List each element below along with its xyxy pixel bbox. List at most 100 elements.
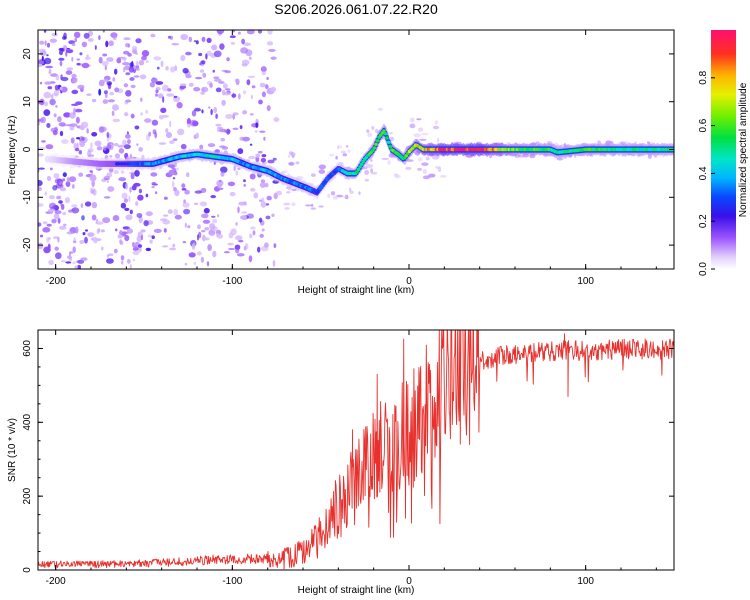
spectrogram-noise-speckle bbox=[265, 203, 270, 206]
spectrogram-noise-speckle bbox=[141, 50, 150, 57]
spectrogram-noise-speckle bbox=[56, 195, 62, 200]
spectrogram-noise-speckle bbox=[204, 227, 210, 231]
spectrogram-noise-speckle bbox=[149, 81, 156, 88]
spectrogram-noise-speckle bbox=[91, 201, 98, 209]
spectrogram-noise-speckle bbox=[123, 144, 131, 150]
spectrogram-noise-speckle bbox=[129, 264, 132, 269]
spectrogram-noise-speckle bbox=[66, 67, 74, 71]
spectrogram-noise-speckle bbox=[240, 47, 249, 54]
spectrogram-x-label: Height of straight line (km) bbox=[298, 285, 415, 296]
spectrogram-noise-speckle bbox=[252, 230, 256, 236]
spectrogram-ridge-core bbox=[374, 142, 378, 146]
spectrogram-noise-speckle bbox=[332, 195, 339, 200]
spectrogram-ridge-core bbox=[122, 162, 127, 166]
spectrogram-ridge-core bbox=[388, 144, 393, 149]
spectrogram-noise-speckle bbox=[114, 87, 120, 93]
spectrogram-noise-speckle bbox=[147, 234, 153, 238]
spectrogram-noise-speckle bbox=[184, 262, 188, 266]
spectrogram-x-tick-label: -100 bbox=[222, 276, 242, 287]
spectrogram-noise-speckle bbox=[217, 183, 222, 189]
spectrogram-noise-speckle bbox=[138, 60, 145, 66]
spectrogram-noise-speckle bbox=[125, 214, 133, 221]
spectrogram-noise-speckle bbox=[310, 207, 316, 210]
spectrogram-noise-speckle bbox=[345, 145, 349, 148]
spectrogram-noise-speckle bbox=[67, 255, 72, 259]
spectrogram-noise-speckle bbox=[185, 51, 192, 56]
spectrogram-noise-speckle bbox=[39, 81, 43, 85]
spectrogram-noise-speckle bbox=[237, 31, 241, 35]
spectrogram-noise-speckle bbox=[116, 57, 122, 64]
spectrogram-noise-speckle bbox=[102, 217, 111, 224]
spectrogram-noise-speckle bbox=[48, 195, 55, 200]
spectrogram-noise-speckle bbox=[89, 170, 93, 173]
spectrogram-noise-speckle bbox=[227, 181, 236, 187]
spectrogram-noise-speckle bbox=[154, 191, 158, 195]
spectrogram-noise-speckle bbox=[172, 243, 176, 248]
spectrogram-noise-speckle bbox=[43, 57, 52, 65]
spectrogram-noise-speckle bbox=[267, 159, 275, 164]
spectrogram-noise-speckle bbox=[141, 235, 143, 241]
spectrogram-noise-speckle bbox=[39, 40, 45, 45]
spectrogram-noise-speckle bbox=[243, 183, 246, 187]
spectrogram-noise-speckle bbox=[114, 68, 118, 75]
spectrogram-noise-speckle bbox=[152, 129, 157, 135]
spectrogram-noise-speckle bbox=[77, 259, 85, 264]
spectrogram-ridge-core bbox=[116, 162, 121, 166]
spectrogram-noise-speckle bbox=[199, 144, 204, 150]
spectrogram-noise-speckle bbox=[275, 190, 283, 196]
snr-y-label: SNR (10 * v/v) bbox=[7, 418, 18, 482]
colorbar-tick-label: 0.4 bbox=[698, 166, 709, 180]
spectrogram-noise-speckle bbox=[224, 91, 231, 96]
spectrogram-noise-speckle bbox=[140, 112, 143, 116]
spectrogram-noise-speckle bbox=[123, 112, 129, 117]
spectrogram-noise-speckle bbox=[126, 228, 133, 234]
spectrogram-y-tick-label: 0 bbox=[22, 146, 33, 152]
spectrogram-noise-speckle bbox=[342, 153, 348, 157]
spectrogram-noise-speckle bbox=[63, 45, 68, 51]
snr-line bbox=[38, 330, 674, 570]
spectrogram-noise-speckle bbox=[202, 234, 206, 242]
colorbar: 0.0 0.2 0.4 0.6 0.8 Normalized spectral ampl… bbox=[698, 30, 749, 276]
spectrogram-noise-speckle bbox=[418, 127, 423, 132]
spectrogram-noise-speckle bbox=[138, 147, 144, 152]
spectrogram-noise-speckle bbox=[50, 73, 58, 77]
spectrogram-noise-speckle bbox=[270, 86, 277, 93]
spectrogram-noise-speckle bbox=[295, 161, 300, 165]
spectrogram-noise-speckle bbox=[255, 153, 261, 158]
spectrogram-noise-speckle bbox=[170, 66, 176, 73]
spectrogram-noise-speckle bbox=[224, 251, 230, 254]
spectrogram-noise-speckle bbox=[249, 113, 254, 116]
spectrogram-noise-speckle bbox=[123, 83, 129, 88]
spectrogram-noise-speckle bbox=[210, 108, 213, 116]
spectrogram-x-tick-label: -200 bbox=[46, 276, 66, 287]
spectrogram-noise-speckle bbox=[71, 56, 74, 62]
spectrogram-noise-speckle bbox=[78, 150, 83, 155]
spectrogram-noise-speckle bbox=[235, 222, 238, 226]
spectrogram-noise-speckle bbox=[66, 231, 74, 235]
spectrogram-noise-speckle bbox=[162, 219, 171, 225]
snr-y-tick-label: 400 bbox=[22, 414, 33, 431]
snr-y-tick-label: 600 bbox=[22, 340, 33, 357]
spectrogram-noise-speckle bbox=[201, 109, 204, 114]
spectrogram-noise-speckle bbox=[213, 106, 218, 114]
spectrogram-noise-speckle bbox=[173, 208, 179, 216]
spectrogram-noise-speckle bbox=[125, 43, 130, 48]
spectrogram-noise-speckle bbox=[135, 38, 142, 44]
spectrogram-noise-speckle bbox=[210, 195, 216, 199]
spectrogram-noise-speckle bbox=[113, 248, 118, 254]
spectrogram-noise-speckle bbox=[241, 211, 248, 214]
spectrogram-noise-speckle bbox=[50, 94, 54, 99]
spectrogram-noise-speckle bbox=[216, 30, 225, 35]
spectrogram-noise-speckle bbox=[49, 98, 56, 106]
spectrogram-noise-speckle bbox=[246, 30, 255, 35]
spectrogram-noise-speckle bbox=[213, 76, 220, 79]
spectrogram-noise-speckle bbox=[58, 225, 67, 230]
spectrogram-noise-speckle bbox=[122, 139, 127, 146]
spectrogram-noise-speckle bbox=[79, 52, 83, 56]
spectrogram-noise-speckle bbox=[186, 172, 190, 178]
spectrogram-noise-speckle bbox=[364, 170, 369, 175]
spectrogram-noise-speckle bbox=[248, 155, 256, 160]
spectrogram-noise-speckle bbox=[218, 81, 225, 84]
spectrogram-noise-speckle bbox=[366, 129, 370, 133]
spectrogram-noise-speckle bbox=[207, 143, 216, 148]
